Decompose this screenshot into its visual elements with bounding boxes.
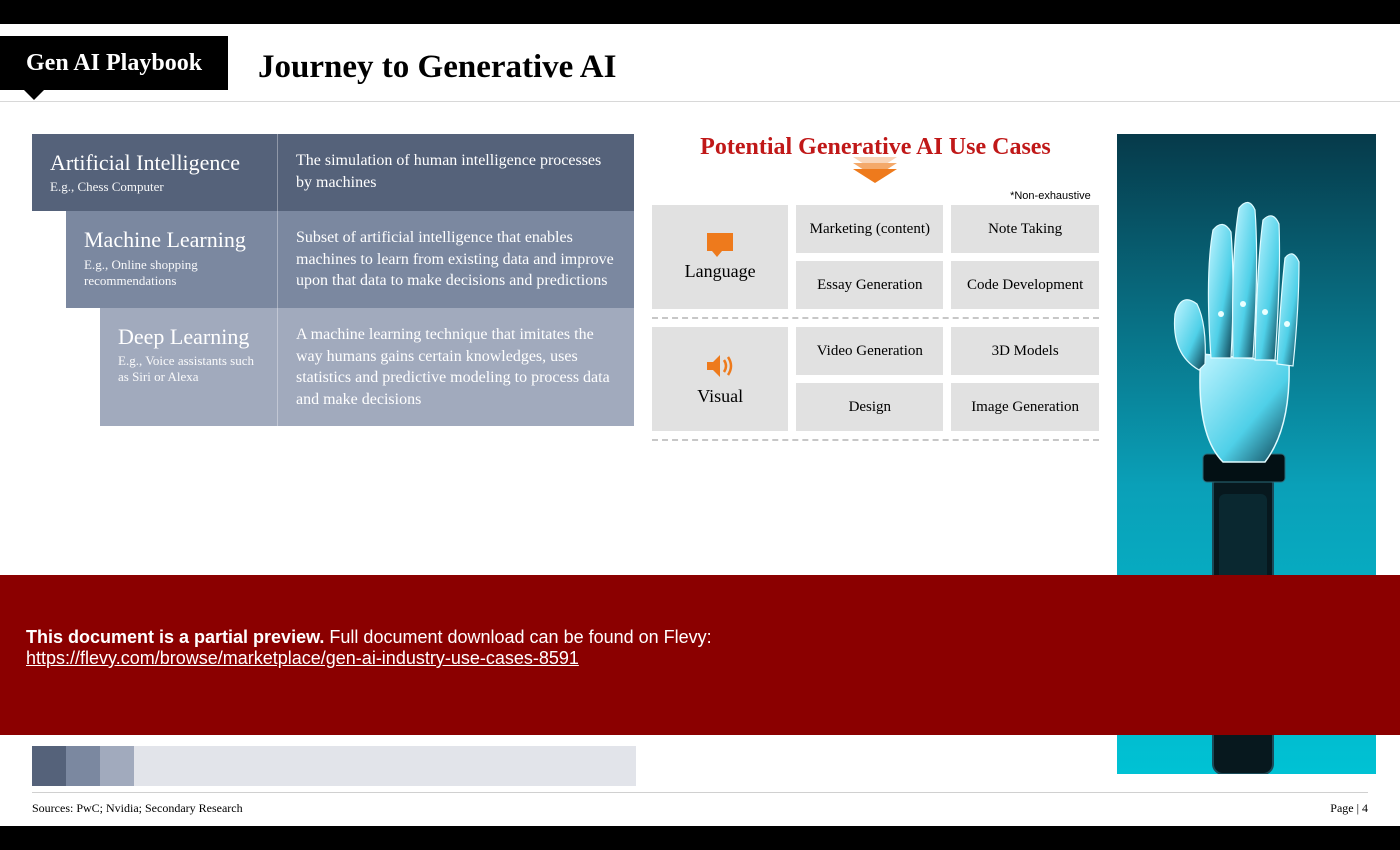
tier-dl-title: Deep Learning [118,324,259,349]
tier-ai-example: E.g., Chess Computer [50,179,259,195]
box-design: Design [796,383,943,431]
preview-rest-text: Full document download can be found on F… [324,627,711,647]
use-row-visual: Visual Video Generation 3D Models Design… [652,323,1099,441]
tier-ai-desc: The simulation of human intelligence pro… [278,134,634,211]
box-video: Video Generation [796,327,943,375]
preview-bold-text: This document is a partial preview. [26,627,324,647]
box-3d: 3D Models [951,327,1098,375]
non-exhaustive-note: *Non-exhaustive [1010,190,1091,202]
depth-bar-2 [66,746,100,786]
header: Gen AI Playbook Journey to Generative AI [0,24,1400,102]
chevron-stack-icon [652,165,1099,183]
tier-ml-label: Machine Learning E.g., Online shopping r… [66,211,278,308]
visual-boxes: Video Generation 3D Models Design Image … [796,327,1099,431]
depth-bar-4 [134,746,636,786]
tier-ml-title: Machine Learning [84,227,259,252]
tier-ml: Machine Learning E.g., Online shopping r… [66,211,634,308]
depth-bar-3 [100,746,134,786]
box-marketing: Marketing (content) [796,205,943,253]
header-tag: Gen AI Playbook [0,36,228,90]
tier-dl-example: E.g., Voice assistants such as Siri or A… [118,353,259,385]
tier-dl-desc: A machine learning technique that imitat… [278,308,634,426]
language-boxes: Marketing (content) Note Taking Essay Ge… [796,205,1099,309]
preview-link[interactable]: https://flevy.com/browse/marketplace/gen… [26,648,579,668]
tier-ml-example: E.g., Online shopping recommendations [84,257,259,289]
tier-dl-label: Deep Learning E.g., Voice assistants suc… [100,308,278,426]
category-language-label: Language [685,261,756,282]
use-row-language: Language Marketing (content) Note Taking… [652,201,1099,319]
tier-ai: Artificial Intelligence E.g., Chess Comp… [32,134,634,211]
header-tag-text: Gen AI Playbook [26,50,202,77]
page-title: Journey to Generative AI [228,24,616,101]
use-case-grid: Language Marketing (content) Note Taking… [652,201,1099,441]
chevron-3 [853,169,897,183]
box-essay: Essay Generation [796,261,943,309]
tier-ml-desc: Subset of artificial intelligence that e… [278,211,634,308]
page-number: Page | 4 [1330,801,1368,816]
footer: Sources: PwC; Nvidia; Secondary Research… [32,792,1368,816]
tier-ai-title: Artificial Intelligence [50,150,259,175]
category-visual-label: Visual [697,386,743,407]
tier-ai-label: Artificial Intelligence E.g., Chess Comp… [32,134,278,211]
preview-banner: This document is a partial preview. Full… [0,575,1400,735]
box-note-taking: Note Taking [951,205,1098,253]
speech-bubble-icon [707,233,733,255]
depth-bar-1 [32,746,66,786]
sound-icon [704,352,736,380]
category-visual: Visual [652,327,788,431]
tier-depth-bars [32,746,636,786]
sources-text: Sources: PwC; Nvidia; Secondary Research [32,801,243,816]
box-code: Code Development [951,261,1098,309]
box-image-gen: Image Generation [951,383,1098,431]
tier-dl: Deep Learning E.g., Voice assistants suc… [100,308,634,426]
category-language: Language [652,205,788,309]
